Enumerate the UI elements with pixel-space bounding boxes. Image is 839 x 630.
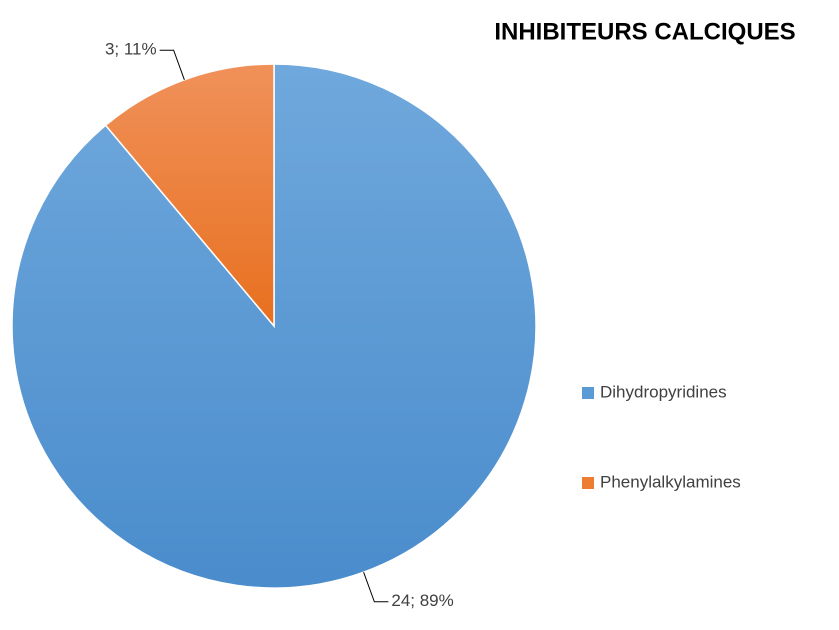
legend-label: Phenylalkylamines xyxy=(600,472,741,491)
legend-label: Dihydropyridines xyxy=(600,382,727,401)
legend-swatch xyxy=(582,387,594,399)
data-label: 3; 11% xyxy=(105,40,157,59)
leader-line xyxy=(159,49,185,80)
legend-swatch xyxy=(582,477,594,489)
chart-title: INHIBITEURS CALCIQUES xyxy=(494,18,795,45)
leader-line xyxy=(363,572,389,603)
data-label: 24; 89% xyxy=(391,591,453,610)
